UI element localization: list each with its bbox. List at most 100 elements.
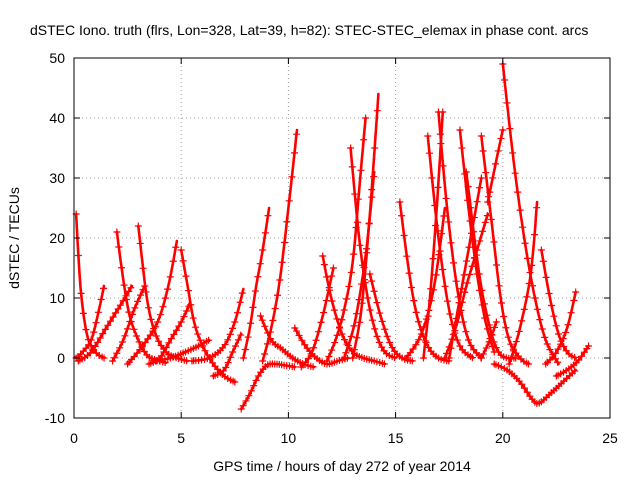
data-point [261, 322, 269, 330]
data-point [497, 363, 505, 371]
data-point [152, 332, 160, 340]
data-point [436, 130, 444, 138]
data-point [320, 309, 328, 317]
data-point [476, 237, 484, 245]
data-point [412, 308, 420, 316]
data-point [516, 206, 524, 214]
y-tick-label: 30 [49, 170, 65, 186]
data-point [226, 330, 234, 338]
data-point [344, 342, 352, 350]
data-point [290, 149, 298, 157]
data-point [499, 126, 507, 134]
data-point [360, 136, 368, 144]
data-point [438, 230, 446, 238]
data-point [221, 341, 229, 349]
data-point [247, 387, 255, 395]
data-point [349, 354, 357, 362]
data-point [125, 287, 133, 295]
data-point [338, 330, 346, 338]
data-point [172, 243, 180, 251]
data-point [386, 338, 394, 346]
data-point [187, 301, 195, 309]
data-point [567, 309, 575, 317]
data-point [333, 331, 341, 339]
data-point [570, 297, 578, 305]
data-point [229, 348, 237, 356]
data-point [231, 378, 239, 386]
data-point [434, 183, 442, 191]
data-point [94, 338, 102, 346]
data-point [113, 349, 121, 357]
series-arc-34 [477, 318, 500, 362]
data-point [520, 384, 528, 392]
data-point [94, 308, 102, 316]
data-point [492, 344, 500, 352]
data-point [424, 132, 432, 140]
data-point [100, 284, 108, 292]
data-point [139, 342, 147, 350]
data-point [543, 340, 551, 348]
data-point [236, 298, 244, 306]
data-point [154, 318, 162, 326]
data-point [383, 332, 391, 340]
data-point [290, 363, 298, 371]
data-point [319, 252, 327, 260]
data-point [166, 273, 174, 281]
data-point [295, 331, 303, 339]
data-point [165, 339, 173, 347]
data-point [304, 355, 312, 363]
data-point [521, 239, 529, 247]
data-point [485, 338, 493, 346]
data-point [464, 336, 472, 344]
data-point [514, 188, 522, 196]
data-point [149, 327, 157, 335]
data-point [504, 333, 512, 341]
data-point [131, 304, 139, 312]
data-point [520, 305, 528, 313]
data-point [247, 319, 255, 327]
data-point [257, 312, 265, 320]
data-point [458, 285, 466, 293]
data-point [373, 107, 381, 115]
data-point [400, 231, 408, 239]
data-point [552, 349, 560, 357]
data-point [263, 340, 271, 348]
data-point [434, 108, 442, 116]
data-point [224, 336, 232, 344]
data-point [525, 279, 533, 287]
data-point [106, 317, 114, 325]
data-point [133, 349, 141, 357]
data-point [89, 346, 97, 354]
data-point [191, 323, 199, 331]
data-point [479, 147, 487, 155]
data-point [231, 342, 239, 350]
series-arc-38 [490, 360, 579, 407]
data-point [482, 344, 490, 352]
data-point [307, 350, 315, 358]
data-point [495, 282, 503, 290]
series-arc-10 [151, 336, 213, 365]
data-point [497, 299, 505, 307]
data-point [125, 308, 133, 316]
data-point [467, 204, 475, 212]
data-point [360, 276, 368, 284]
data-point [487, 215, 495, 223]
data-point [492, 318, 500, 326]
data-point [485, 321, 493, 329]
data-point [343, 295, 351, 303]
data-point [363, 249, 371, 257]
data-point [309, 363, 317, 371]
data-point [444, 297, 452, 305]
data-point [276, 276, 284, 284]
data-point [328, 297, 336, 305]
data-point [518, 380, 526, 388]
data-point [325, 286, 333, 294]
data-point [189, 314, 197, 322]
data-point [251, 287, 259, 295]
data-point [180, 313, 188, 321]
data-point [545, 289, 553, 297]
data-point [348, 163, 356, 171]
data-point [116, 301, 124, 309]
data-point [463, 279, 471, 287]
data-point [283, 218, 291, 226]
